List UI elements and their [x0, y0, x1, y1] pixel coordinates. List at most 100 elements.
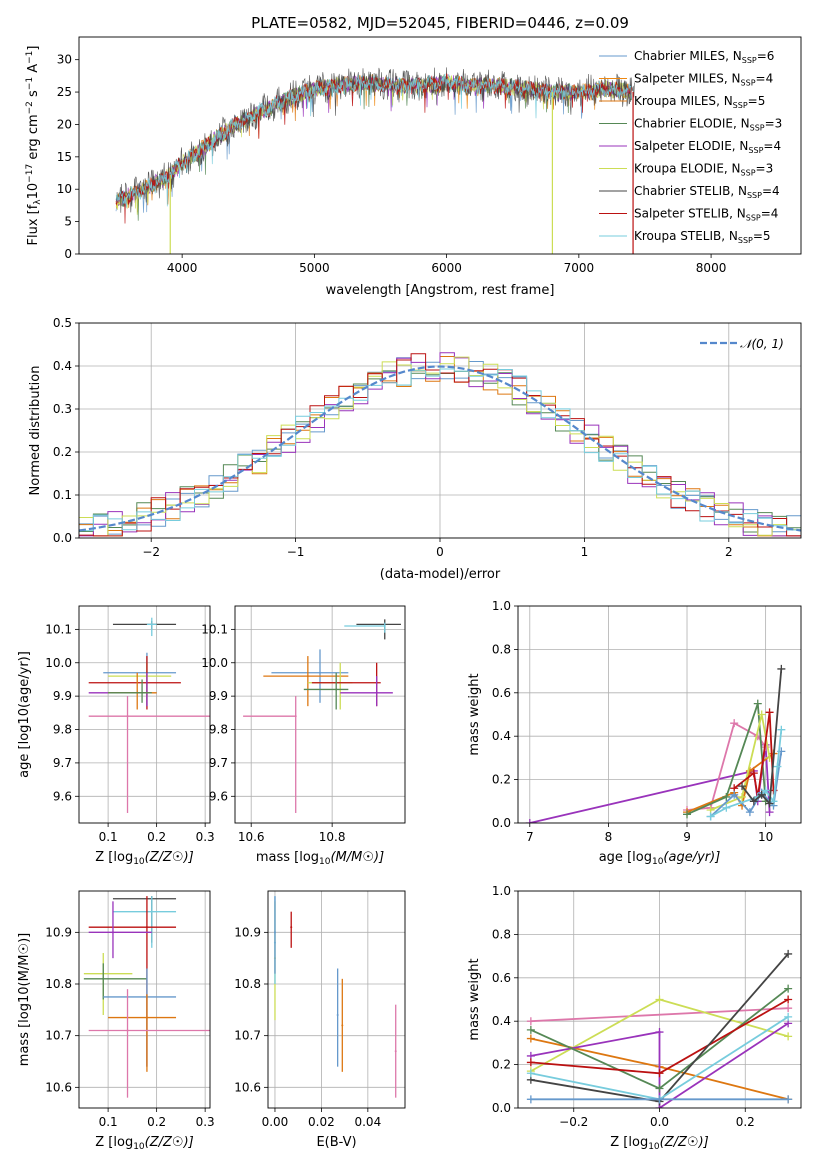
weight-marker [526, 1095, 535, 1104]
data-point [319, 671, 321, 674]
x-tick-label: 0.2 [147, 830, 166, 844]
weight-marker [749, 797, 758, 806]
data-point [126, 1029, 129, 1032]
x-axis-label: age [log10(age/yr)] [599, 850, 721, 867]
x-axis-label-math: (Z/Z☉)] [145, 850, 194, 865]
panel-mass_vs_ebv: 0.00 0.02 0.04 10.6 10.7 10.8 10.9 E(B-V) [234, 890, 406, 1150]
x-tick-label: 0.04 [354, 1115, 381, 1129]
weight-marker [784, 949, 793, 958]
legend-sep: , N [725, 49, 742, 63]
y-tick-label: 0.5 [53, 316, 72, 330]
x-axis-label-sub: 10 [133, 1142, 145, 1152]
x-tick-label: 10 [758, 830, 773, 844]
legend-n: 5 [763, 229, 771, 243]
legend-n: 6 [767, 49, 775, 63]
x-axis-label: Z [log10(Z/Z☉)] [95, 1135, 193, 1152]
weight-marker [722, 792, 731, 801]
data-point [294, 715, 297, 718]
y-axis-label-part: ] [26, 46, 41, 51]
weight-marker [784, 1004, 793, 1013]
weight-marker [655, 1028, 664, 1037]
plot-area [79, 606, 210, 823]
panel-weight_vs_Z: −0.2 0.0 0.2 0.0 0.2 0.4 0.6 0.8 1.0 Z [log10(Z/Z… [467, 884, 802, 1152]
x-axis-label-sub: 10 [648, 1142, 660, 1152]
x-tick-label: −1 [287, 545, 305, 559]
y-tick-label: 0.2 [492, 1058, 511, 1072]
y-tick-label: 1.0 [492, 884, 511, 898]
y-tick-label: 0.4 [53, 359, 72, 373]
weight-marker [784, 995, 793, 1004]
weight-marker [784, 984, 793, 993]
legend-sep: , N [721, 229, 738, 243]
weight-marker [777, 664, 786, 673]
legend-eq: = [763, 139, 773, 153]
data-point [341, 1024, 344, 1027]
x-tick-label: −0.2 [559, 1115, 588, 1129]
legend-sep: , N [730, 184, 747, 198]
axes-frame [78, 322, 802, 539]
y-axis-label-part: 10 [26, 183, 41, 200]
legend-name: Chabrier ELODIE [634, 117, 733, 131]
x-axis-label-math: (Z/Z☉)] [145, 1135, 194, 1150]
x-axis-label-math: (Z/Z☉)] [660, 1135, 709, 1150]
axes-frame [78, 36, 802, 255]
legend-sub: SSP [741, 169, 756, 178]
legend-n: 5 [758, 94, 766, 108]
data-point [111, 931, 114, 934]
y-axis-label-part: erg cm [26, 114, 41, 163]
y-tick-label: 10.7 [45, 1029, 72, 1043]
legend-name: Kroupa STELIB [634, 229, 721, 243]
legend-sub: SSP [748, 146, 763, 155]
weight-marker [784, 1012, 793, 1021]
y-axis-label: Flux [fλ10−17 erg cm−2 s−1 A−1] [25, 46, 43, 246]
residual-histogram [79, 356, 801, 537]
y-tick-label: 0.2 [492, 773, 511, 787]
x-axis-label-main: Z [log [95, 1135, 133, 1150]
data-point [375, 691, 378, 694]
legend-eq: = [756, 72, 766, 86]
y-tick-label: 9.9 [209, 689, 228, 703]
y-tick-label: 9.8 [209, 723, 228, 737]
weight-marker [730, 790, 739, 799]
x-tick-label: 0.2 [736, 1115, 755, 1129]
y-tick-label: 10.6 [234, 1080, 261, 1094]
y-axis-label-part: Flux [f [26, 204, 41, 245]
legend-entry: Chabrier STELIB, NSSP=4 [634, 184, 780, 200]
y-tick-label: 0.6 [492, 971, 511, 985]
legend-sep: , N [716, 94, 733, 108]
x-tick-label: 8000 [696, 261, 727, 275]
weight-marker [655, 1084, 664, 1093]
legend-eq: = [753, 229, 763, 243]
x-axis-label: (data-model)/error [380, 567, 501, 582]
legend-name: Kroupa ELODIE [634, 162, 724, 176]
weight-marker [745, 808, 754, 817]
weight-line [686, 703, 767, 816]
y-tick-label: 0.4 [492, 729, 511, 743]
y-tick-label: 9.6 [209, 789, 228, 803]
weight-marker [526, 1058, 535, 1067]
y-tick-label: 9.7 [53, 756, 72, 770]
x-tick-label: 0.1 [99, 1115, 118, 1129]
weight-marker [784, 1095, 793, 1104]
weight-marker [655, 995, 664, 1004]
x-tick-label: 0.3 [196, 830, 215, 844]
legend-entry: Chabrier MILES, NSSP=6 [634, 49, 774, 65]
legend-entry: Kroupa ELODIE, NSSP=3 [634, 162, 773, 178]
legend-name: Chabrier STELIB [634, 184, 730, 198]
x-tick-label: 10.8 [319, 830, 346, 844]
y-tick-label: 0.8 [492, 927, 511, 941]
plot-area [115, 67, 635, 254]
weight-marker [777, 725, 786, 734]
x-axis-label-sub: 10 [133, 857, 145, 867]
x-axis-label-math: (M/M☉)] [330, 850, 384, 865]
panel-mass_vs_Z: 0.1 0.2 0.3 10.6 10.7 10.8 10.9 Z [log10(Z/Z☉)]… [17, 890, 215, 1152]
y-tick-label: 0.3 [53, 402, 72, 416]
weight-marker [738, 782, 747, 791]
y-tick-label: 10.8 [45, 977, 72, 991]
data-point [150, 910, 153, 913]
panel-residuals: −2 −1 0 1 2 0.0 0.1 0.2 0.3 0.4 0.5 (data-model)/er… [28, 316, 802, 582]
y-tick-label: 10.1 [45, 622, 72, 636]
weight-marker [784, 1032, 793, 1041]
chart-title: PLATE=0582, MJD=52045, FIBERID=0446, z=0… [251, 14, 629, 32]
